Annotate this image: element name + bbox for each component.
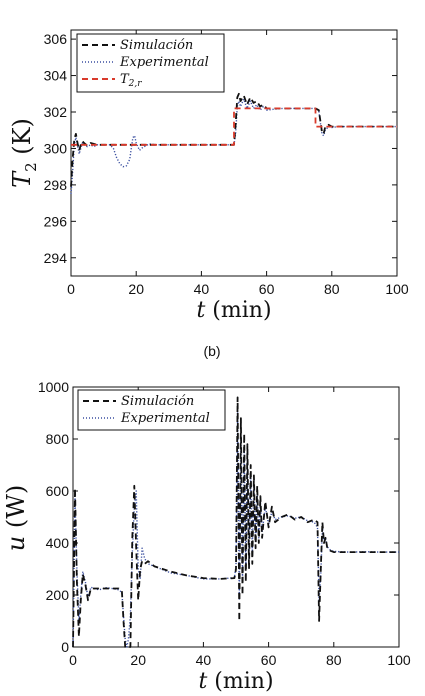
temperature-y-axis-label: T2 (K) [8,118,40,188]
temperature-y-tick-label: 306 [44,31,68,47]
temperature-x-tick-label: 40 [194,281,210,297]
temperature-legend-reference-subscript: 2,r [128,79,143,89]
temperature-y-axis-symbol: T [8,170,36,188]
power-x-tick-label: 80 [326,652,342,668]
power-y-tick-label: 600 [46,483,70,499]
power-y-tick-label: 1000 [38,379,69,395]
power-y-tick-label: 800 [46,431,70,447]
temperature-x-tick-label: 0 [67,281,75,297]
temperature-x-axis-symbol: t [196,298,205,323]
power-x-axis-unit: (min) [207,669,273,694]
temperature-legend-label-reference: T2,r [120,72,142,89]
temperature-y-tick-label: 300 [44,140,68,156]
power-x-tick-label: 100 [387,652,411,668]
temperature-series-line-t-2-r [71,107,397,146]
temperature-series [70,92,397,195]
temperature-legend-label-experimental: Experimental [119,55,209,70]
power-x-tick-label: 60 [261,652,277,668]
power-series [72,396,399,648]
temperature-y-tick-label: 302 [44,104,68,120]
temperature-ticks: 0 20 40 60 80 100 294 296 298 300 302 304 306 [44,30,409,297]
power-y-tick-label: 200 [46,587,70,603]
power-y-axis-unit: (W) [2,485,30,536]
power-x-axis-symbol: t [198,669,207,694]
figure-caption: (b) [203,343,220,359]
temperature-y-tick-label: 294 [44,250,68,266]
power-y-axis-symbol: u [2,536,30,551]
power-x-axis-label: t (min) [198,669,273,694]
power-series-line-simulacion [72,396,399,648]
temperature-x-tick-label: 60 [259,281,275,297]
temperature-x-tick-label: 80 [324,281,340,297]
power-y-tick-label: 0 [61,639,69,655]
temperature-x-tick-label: 20 [128,281,144,297]
power-y-tick-label: 400 [46,535,70,551]
power-x-tick-label: 0 [69,652,77,668]
temperature-y-tick-label: 298 [44,177,68,193]
temperature-legend-reference-symbol: T [120,72,130,87]
power-legend-box [77,389,226,431]
temperature-y-tick-label: 296 [44,213,68,229]
temperature-x-axis-unit: (min) [205,298,271,323]
power-x-tick-label: 40 [196,652,212,668]
temperature-legend-label-simulacion: Simulación [120,38,193,53]
power-legend-label-experimental: Experimental [120,411,210,426]
power-legend-label-simulacion: Simulación [121,394,194,409]
temperature-x-tick-label: 100 [385,281,409,297]
temperature-y-tick-label: 304 [44,68,68,84]
temperature-y-axis-subscript: 2 [22,162,40,172]
temperature-x-axis-label: t (min) [196,298,271,323]
power-x-tick-label: 20 [130,652,146,668]
temperature-legend-box [76,33,225,93]
temperature-legend: Simulación Experimental T2,r [76,33,225,93]
temperature-y-axis-unit: (K) [8,118,36,162]
power-legend: Simulación Experimental [77,389,226,431]
power-y-axis-label: u (W) [2,485,30,552]
